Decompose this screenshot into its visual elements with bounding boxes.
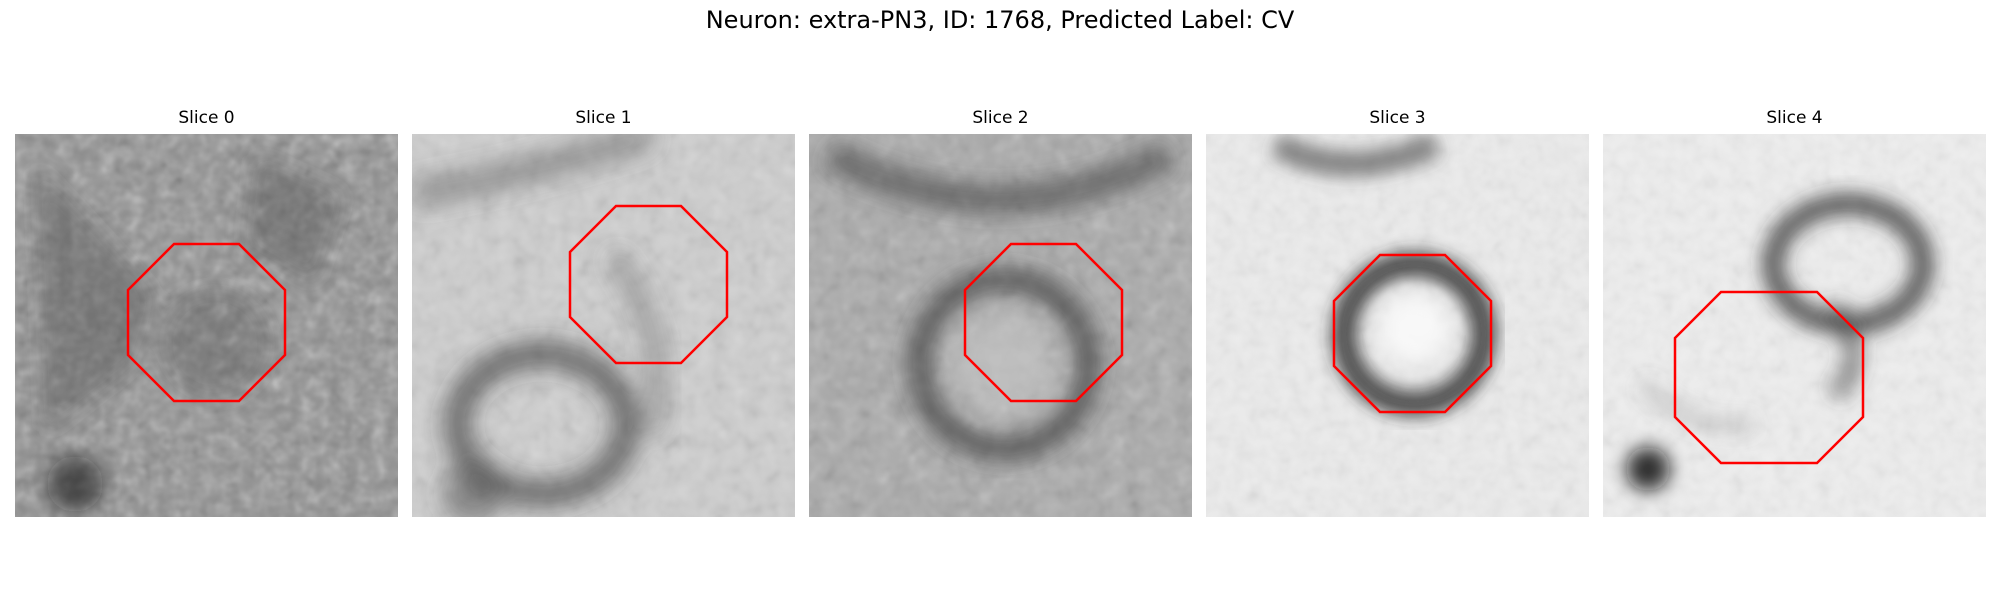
roi-octagon [1673, 290, 1865, 465]
slice-panel-2: Slice 2 [809, 108, 1192, 545]
slice-image-4 [1603, 134, 1986, 517]
slice-title-4: Slice 4 [1766, 108, 1823, 128]
slice-panel-0: Slice 0 [15, 108, 398, 545]
roi-octagon [568, 204, 729, 365]
slice-title-3: Slice 3 [1369, 108, 1426, 128]
slice-image-2 [809, 134, 1192, 517]
figure-title: Neuron: extra-PN3, ID: 1768, Predicted L… [705, 6, 1295, 34]
slice-image-3 [1206, 134, 1589, 517]
roi-octagon [963, 242, 1124, 403]
slice-panel-4: Slice 4 [1603, 108, 1986, 545]
roi-octagon [1332, 253, 1493, 414]
slice-image-0 [15, 134, 398, 517]
slice-panel-1: Slice 1 [412, 108, 795, 545]
slice-panel-3: Slice 3 [1206, 108, 1589, 545]
slice-title-1: Slice 1 [575, 108, 632, 128]
slice-title-0: Slice 0 [178, 108, 235, 128]
slice-title-2: Slice 2 [972, 108, 1029, 128]
roi-octagon [126, 242, 287, 403]
slice-image-1 [412, 134, 795, 517]
